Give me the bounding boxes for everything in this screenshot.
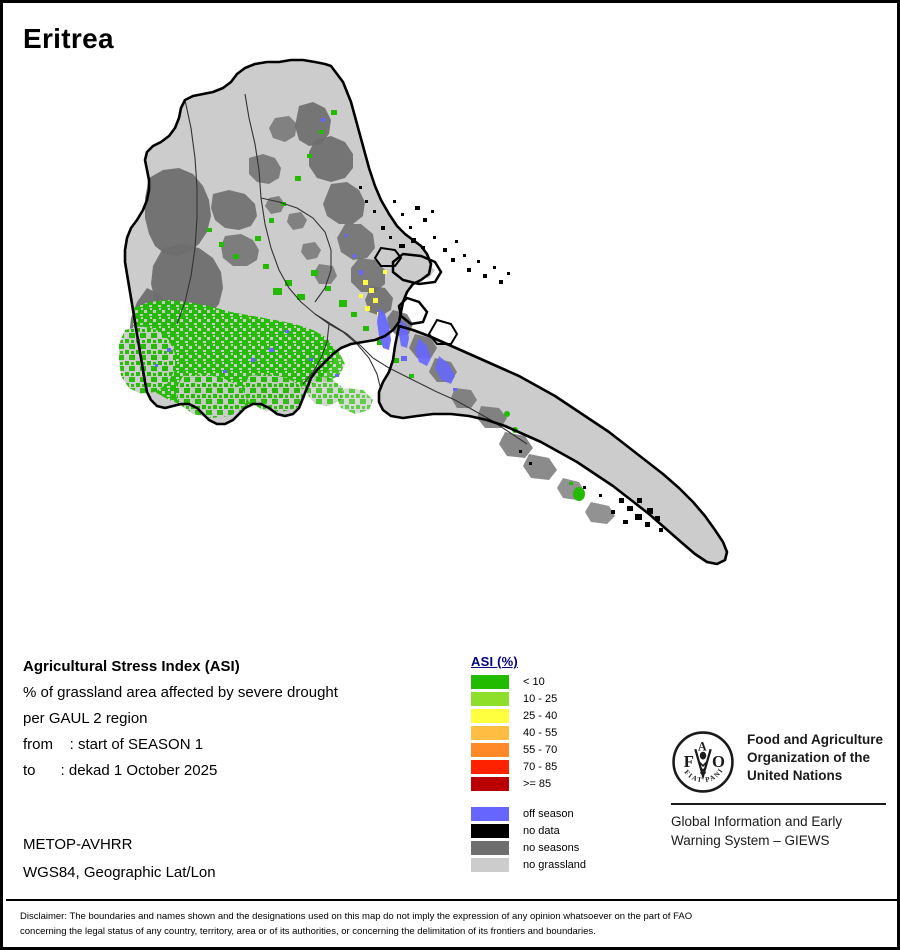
legend-swatch-off-season xyxy=(471,806,509,821)
asi-aggregation: per GAUL 2 region xyxy=(23,710,148,727)
legend-item-asi-6: >= 85 xyxy=(471,775,586,792)
legend-swatch-no-data xyxy=(471,823,509,838)
legend-item-asi-4: 55 - 70 xyxy=(471,741,586,758)
legend-extra-group: off season no data no seasons no grassla… xyxy=(471,805,586,873)
sensor-label: METOP-AVHRR xyxy=(23,836,133,853)
legend-item-no-data: no data xyxy=(471,822,586,839)
asi-description: % of grassland area affected by severe d… xyxy=(23,684,338,701)
svg-text:A: A xyxy=(698,739,707,753)
legend-swatch-no-grassland xyxy=(471,857,509,872)
legend-item-asi-5: 70 - 85 xyxy=(471,758,586,775)
legend-swatch-asi-1 xyxy=(471,691,509,706)
legend-item-asi-3: 40 - 55 xyxy=(471,724,586,741)
legend-swatch-asi-2 xyxy=(471,708,509,723)
map-admin-borders xyxy=(176,93,528,445)
svg-text:O: O xyxy=(712,752,725,771)
disclaimer-line-2: concerning the legal status of any count… xyxy=(20,925,596,937)
fao-header: F A O FIAT PANIS Food and Agriculture xyxy=(671,730,886,794)
fao-name-line-2: Organization of the xyxy=(747,750,870,766)
period-from: from : start of SEASON 1 xyxy=(23,736,204,753)
legend-label-no-data: no data xyxy=(523,824,560,837)
legend-swatch-no-seasons xyxy=(471,840,509,855)
legend-swatch-asi-6 xyxy=(471,776,509,791)
info-block: Agricultural Stress Index (ASI) % of gra… xyxy=(23,658,453,788)
legend-label-asi-1: 10 - 25 xyxy=(523,692,558,705)
map-no-data-islands xyxy=(359,186,663,532)
legend-label-asi-6: >= 85 xyxy=(523,777,552,790)
legend-swatch-asi-4 xyxy=(471,742,509,757)
giews-line-1: Global Information and Early xyxy=(671,814,843,829)
fao-organization-name: Food and Agriculture Organization of the… xyxy=(747,730,883,786)
legend-label-off-season: off season xyxy=(523,807,574,820)
technical-block: METOP-AVHRR WGS84, Geographic Lat/Lon xyxy=(23,836,453,892)
legend-item-no-seasons: no seasons xyxy=(471,839,586,856)
svg-text:F: F xyxy=(684,752,694,771)
fao-logo-icon: F A O FIAT PANIS xyxy=(671,730,734,793)
page-title: Eritrea xyxy=(23,23,114,54)
fao-name-line-1: Food and Agriculture xyxy=(747,732,883,747)
legend-title: ASI (%) xyxy=(471,654,518,669)
fao-divider xyxy=(671,803,886,805)
legend-item-asi-0: < 10 xyxy=(471,673,586,690)
map-national-border xyxy=(123,58,729,566)
legend-item-off-season: off season xyxy=(471,805,586,822)
legend-label-asi-5: 70 - 85 xyxy=(523,760,558,773)
legend-label-asi-3: 40 - 55 xyxy=(523,726,558,739)
legend-label-asi-4: 55 - 70 xyxy=(523,743,558,756)
legend-label-asi-0: < 10 xyxy=(523,675,545,688)
giews-line-2: Warning System – GIEWS xyxy=(671,832,830,848)
projection-label: WGS84, Geographic Lat/Lon xyxy=(23,864,216,881)
legend-swatch-asi-3 xyxy=(471,725,509,740)
legend-item-asi-2: 25 - 40 xyxy=(471,707,586,724)
disclaimer-divider xyxy=(6,899,897,901)
legend-swatch-asi-5 xyxy=(471,759,509,774)
period-to: to : dekad 1 October 2025 xyxy=(23,762,218,779)
asi-heading: Agricultural Stress Index (ASI) xyxy=(23,658,240,675)
disclaimer-text: Disclaimer: The boundaries and names sho… xyxy=(20,910,884,939)
legend-swatch-asi-0 xyxy=(471,674,509,689)
disclaimer-line-1: Disclaimer: The boundaries and names sho… xyxy=(20,911,693,922)
legend-label-asi-2: 25 - 40 xyxy=(523,709,558,722)
map-legend: ASI (%) < 10 10 - 25 25 - 40 40 - 55 55 … xyxy=(471,654,586,873)
legend-label-no-grassland: no grassland xyxy=(523,858,586,871)
map-canvas[interactable] xyxy=(63,58,863,638)
legend-item-no-grassland: no grassland xyxy=(471,856,586,873)
fao-name-line-3: United Nations xyxy=(747,768,843,784)
eritrea-map-svg[interactable] xyxy=(63,58,863,638)
landmass-southeast xyxy=(379,326,727,564)
legend-label-no-seasons: no seasons xyxy=(523,841,580,854)
legend-item-asi-1: 10 - 25 xyxy=(471,690,586,707)
giews-caption: Global Information and Early Warning Sys… xyxy=(671,813,886,850)
fao-block: F A O FIAT PANIS Food and Agriculture xyxy=(671,730,886,850)
